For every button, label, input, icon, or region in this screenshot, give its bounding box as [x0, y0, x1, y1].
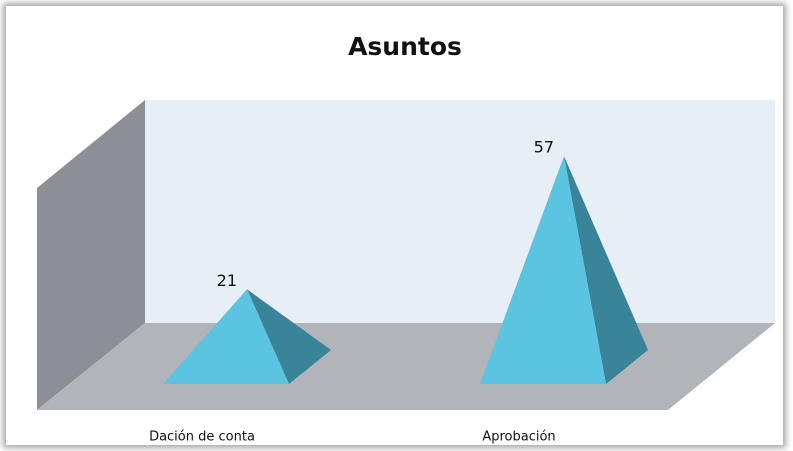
- pyramid: [163, 289, 331, 384]
- chart-title: Asuntos: [348, 32, 462, 61]
- chart-frame: Asuntos Dación de conta 21 Aprobación 57: [6, 6, 783, 445]
- value-label: 21: [217, 271, 237, 290]
- value-label: 57: [534, 138, 554, 157]
- pyramid-side: [247, 289, 331, 384]
- pyramid-front: [480, 156, 606, 384]
- back-wall: [145, 100, 775, 323]
- x-tick-label: Aprobación: [482, 430, 555, 445]
- side-wall: [37, 100, 145, 410]
- pyramid: [480, 156, 648, 384]
- chart: Asuntos Dación de conta 21 Aprobación 57: [37, 32, 775, 445]
- x-tick-label: Dación de conta: [149, 430, 255, 445]
- pyramid-side: [564, 156, 648, 384]
- floor: [37, 323, 775, 410]
- pyramid-front: [163, 289, 289, 384]
